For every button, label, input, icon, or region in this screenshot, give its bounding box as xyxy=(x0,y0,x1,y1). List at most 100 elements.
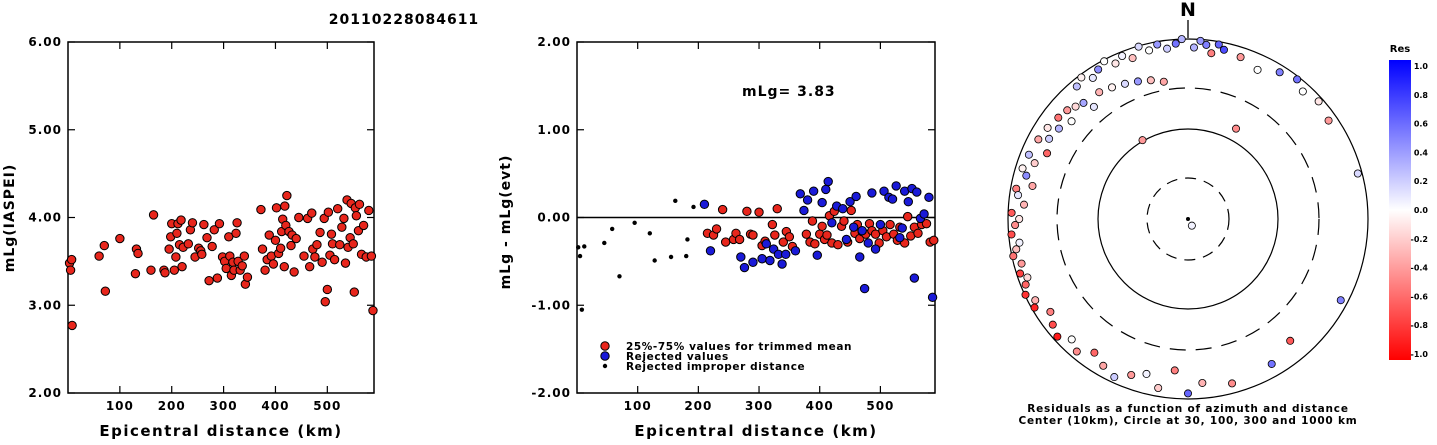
left-point-red xyxy=(256,204,266,215)
middle-point-improper xyxy=(617,274,622,279)
left-point-red xyxy=(164,244,174,254)
polar-station-point xyxy=(1196,36,1205,45)
middle-point-red xyxy=(839,216,849,226)
middle-point-blue xyxy=(757,254,767,264)
left-point-red xyxy=(280,201,290,211)
middle-point-red xyxy=(717,204,728,215)
polar-station-point xyxy=(1009,252,1018,261)
middle-point-red xyxy=(807,216,818,226)
polar-station-point xyxy=(1030,303,1039,312)
polar-station-point xyxy=(1184,389,1193,398)
left-point-red xyxy=(146,265,156,275)
left-x-tick-label: 300 xyxy=(210,399,238,413)
middle-point-red xyxy=(767,219,778,230)
middle-point-blue xyxy=(705,246,716,256)
polar-station-point xyxy=(1353,169,1362,178)
middle-point-red xyxy=(734,234,745,245)
middle-point-improper xyxy=(632,220,637,225)
polar-station-point xyxy=(1187,221,1196,230)
left-point-red xyxy=(148,210,159,220)
left-point-red xyxy=(66,254,77,265)
chart-mlg-iaspei: 2.00 3.00 4.00 5.00 6.00 100 200 300 400 500 Epi… xyxy=(2,35,378,440)
left-point-red xyxy=(329,254,340,265)
polar-station-point xyxy=(1012,245,1021,254)
colorbar-title: Res xyxy=(1390,44,1410,55)
left-point-red xyxy=(335,240,345,250)
middle-point-red xyxy=(902,211,913,222)
polar-station-point xyxy=(1298,87,1307,96)
left-y-tick-label: 6.00 xyxy=(28,35,62,49)
left-point-red xyxy=(340,258,351,268)
polar-station-point xyxy=(1118,52,1127,61)
mlg-annotation: mLg= 3.83 xyxy=(742,84,836,100)
chart-mlg-residual: -2.00 -1.00 0.00 1.00 2.00 100 200 300 400 500 m… xyxy=(498,35,939,440)
polar-residual-plot: N Residuals as a function of azimuth and… xyxy=(1007,0,1369,427)
middle-y-tick-label: 1.00 xyxy=(537,123,571,137)
middle-point-blue xyxy=(857,225,867,236)
middle-point-blue xyxy=(879,186,889,196)
middle-point-red xyxy=(784,232,795,242)
left-x-tick-label: 200 xyxy=(158,399,186,413)
middle-point-blue xyxy=(802,195,813,205)
polar-station-point xyxy=(1171,39,1180,48)
left-point-red xyxy=(271,203,282,213)
left-point-red xyxy=(176,215,186,225)
middle-point-blue xyxy=(827,218,837,228)
polar-station-point xyxy=(1110,373,1119,382)
middle-point-red xyxy=(770,230,780,240)
middle-point-blue xyxy=(870,244,881,254)
middle-point-red xyxy=(822,230,832,240)
left-point-red xyxy=(307,208,317,218)
middle-point-blue xyxy=(924,192,934,203)
left-point-red xyxy=(358,220,369,231)
left-point-red xyxy=(65,265,76,275)
polar-station-point xyxy=(1120,79,1129,88)
left-point-red xyxy=(368,305,378,316)
left-point-red xyxy=(326,229,337,239)
polar-station-point xyxy=(1236,53,1245,62)
polar-station-point xyxy=(1023,273,1032,282)
polar-station-point xyxy=(1202,40,1211,49)
polar-station-point xyxy=(1232,124,1241,133)
middle-point-red xyxy=(801,229,812,239)
polar-station-point xyxy=(1089,102,1098,111)
left-point-red xyxy=(231,228,241,238)
ring-300km xyxy=(1056,87,1320,351)
polar-station-point xyxy=(1043,149,1052,158)
middle-point-blue xyxy=(855,252,865,262)
middle-point-blue xyxy=(799,205,809,216)
polar-station-point xyxy=(1030,159,1039,168)
left-point-red xyxy=(260,265,270,275)
left-point-red xyxy=(322,284,333,295)
middle-point-red xyxy=(817,221,827,231)
middle-data-points xyxy=(576,176,939,312)
middle-point-blue xyxy=(848,222,859,232)
polar-station-point xyxy=(1067,335,1076,344)
left-point-red xyxy=(171,252,181,262)
polar-station-point xyxy=(1095,88,1104,97)
polar-station-point xyxy=(1146,76,1155,85)
middle-point-blue xyxy=(851,191,861,202)
middle-point-blue xyxy=(859,283,870,294)
polar-caption-line1: Residuals as a function of azimuth and d… xyxy=(1027,403,1349,415)
middle-point-blue xyxy=(736,252,746,262)
polar-station-point xyxy=(1100,57,1109,66)
middle-point-red xyxy=(929,235,939,246)
colorbar-tick-label: 0.2 xyxy=(1414,177,1428,186)
left-x-axis: 100 200 300 400 500 xyxy=(106,42,340,413)
middle-point-improper xyxy=(602,240,607,246)
polar-station-point xyxy=(1214,40,1223,49)
polar-station-point xyxy=(1063,106,1072,115)
colorbar-tick-label: -0.6 xyxy=(1411,292,1429,301)
colorbar-tick-label: 0.0 xyxy=(1414,206,1429,215)
middle-point-blue xyxy=(867,188,877,198)
middle-point-blue xyxy=(912,187,922,197)
middle-x-axis-label: Epicentral distance (km) xyxy=(634,422,877,440)
colorbar-labels: 1.0 0.8 0.6 0.4 0.2 0.0 -0.2 -0.4 -0.6 -0.8 -1.0 xyxy=(1411,62,1429,359)
left-point-red xyxy=(183,239,194,249)
polar-station-point xyxy=(1015,214,1024,223)
middle-point-blue xyxy=(895,232,905,243)
polar-station-point xyxy=(1207,49,1216,58)
polar-station-point xyxy=(1014,191,1023,200)
left-point-red xyxy=(207,241,217,252)
